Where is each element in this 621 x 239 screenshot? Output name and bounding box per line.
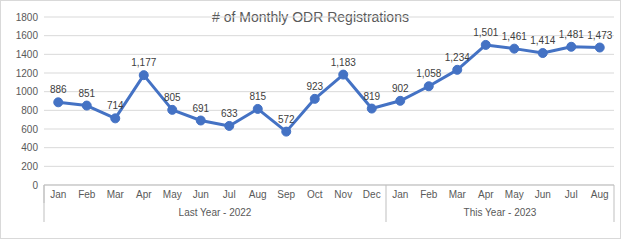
data-label: 851 [78, 88, 95, 99]
x-tick-label: Aug [249, 189, 267, 200]
y-tick-label: 400 [21, 142, 38, 153]
data-label: 1,177 [131, 57, 156, 68]
data-label: 691 [192, 103, 209, 114]
marker [567, 42, 576, 51]
x-tick-label: Jan [392, 189, 408, 200]
data-label: 1,183 [331, 57, 356, 68]
group-separator [614, 185, 615, 222]
grid-line [44, 129, 614, 130]
x-tick-label: Nov [334, 189, 352, 200]
chart-border [1, 1, 621, 239]
data-label: 1,473 [587, 30, 612, 41]
x-tick-label: May [163, 189, 182, 200]
chart: # of Monthly ODR Registrations0200400600… [0, 0, 621, 239]
data-label: 572 [278, 114, 295, 125]
y-tick-label: 1400 [16, 49, 39, 60]
data-label: 805 [164, 92, 181, 103]
y-tick-label: 1800 [16, 12, 39, 23]
marker [82, 101, 91, 110]
x-tick-label: Jun [193, 189, 209, 200]
x-axis [44, 185, 614, 186]
y-tick-label: 800 [21, 105, 38, 116]
group-separator [386, 185, 387, 222]
marker [111, 114, 120, 123]
marker [595, 43, 604, 52]
marker [396, 96, 405, 105]
x-tick-label: May [505, 189, 524, 200]
data-label: 1,501 [473, 27, 498, 38]
marker [282, 127, 291, 136]
marker [424, 82, 433, 91]
data-label: 902 [392, 83, 409, 94]
marker [139, 71, 148, 80]
marker [453, 65, 462, 74]
x-tick-label: Oct [307, 189, 323, 200]
grid-line [44, 185, 614, 186]
marker [310, 94, 319, 103]
grid-line [44, 166, 614, 167]
marker [538, 49, 547, 58]
marker [196, 116, 205, 125]
marker [225, 121, 234, 130]
x-tick-label: Aug [591, 189, 609, 200]
data-label: 633 [221, 108, 238, 119]
group-label: Last Year - 2022 [179, 207, 252, 218]
marker [510, 44, 519, 53]
data-label: 714 [107, 100, 124, 111]
marker [168, 105, 177, 114]
data-label: 1,058 [416, 68, 441, 79]
y-tick-label: 0 [32, 180, 38, 191]
data-label: 1,461 [502, 31, 527, 42]
marker [367, 104, 376, 113]
group-label: This Year - 2023 [464, 207, 537, 218]
marker [54, 98, 63, 107]
y-tick-label: 600 [21, 124, 38, 135]
x-tick-label: Jul [565, 189, 578, 200]
grid-line [44, 17, 614, 18]
data-label: 923 [306, 81, 323, 92]
data-label: 1,481 [559, 29, 584, 40]
y-tick-label: 1000 [16, 86, 39, 97]
axis-tick [44, 185, 45, 203]
x-tick-label: Feb [78, 189, 96, 200]
x-tick-label: Apr [136, 189, 152, 200]
data-label: 815 [249, 91, 266, 102]
data-label: 819 [363, 91, 380, 102]
x-tick-label: Mar [449, 189, 467, 200]
data-label: 886 [50, 84, 67, 95]
grid-line [44, 54, 614, 55]
series-line [58, 45, 600, 132]
x-tick-label: Dec [363, 189, 381, 200]
plot-area [54, 40, 605, 136]
marker [339, 70, 348, 79]
grid-line [44, 91, 614, 92]
group-separator [44, 185, 45, 222]
x-tick-label: Mar [107, 189, 125, 200]
y-tick-label: 200 [21, 161, 38, 172]
grid-line [44, 147, 614, 148]
x-tick-label: Jun [535, 189, 551, 200]
marker [253, 104, 262, 113]
grid-line [44, 35, 614, 36]
grid-line [44, 73, 614, 74]
x-tick-label: Jul [223, 189, 236, 200]
y-tick-label: 1200 [16, 68, 39, 79]
x-tick-label: Jan [50, 189, 66, 200]
x-tick-label: Feb [420, 189, 438, 200]
x-tick-label: Sep [277, 189, 295, 200]
data-label: 1,414 [530, 35, 555, 46]
x-tick-label: Apr [478, 189, 494, 200]
data-label: 1,234 [445, 52, 470, 63]
marker [481, 40, 490, 49]
y-tick-label: 1600 [16, 30, 39, 41]
grid-line [44, 110, 614, 111]
